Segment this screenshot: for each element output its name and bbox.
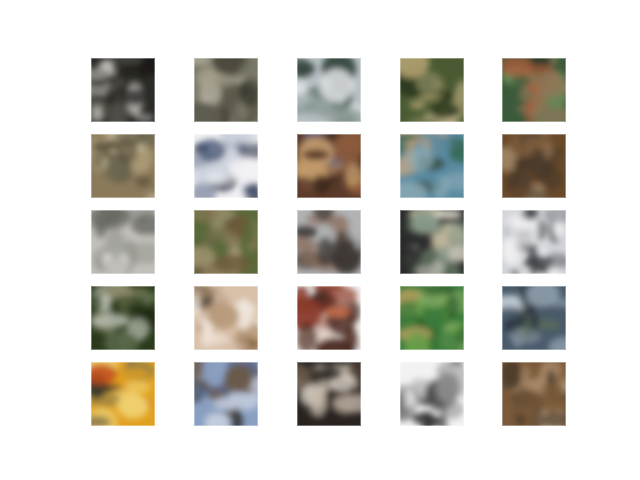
tile-r2-c1-image (91, 134, 155, 198)
tile-r1-c4-image (400, 58, 464, 122)
tile-r3-c2-image (194, 210, 258, 274)
tile-r3-c2 (194, 210, 258, 274)
tile-r2-c1 (91, 134, 155, 198)
tile-r2-c5-image (502, 134, 566, 198)
tile-r4-c2-image (194, 286, 258, 350)
tile-r4-c4-image (400, 286, 464, 350)
tile-r5-c5 (502, 362, 566, 426)
tile-r1-c2-image (194, 58, 258, 122)
tile-r5-c2-image (194, 362, 258, 426)
tile-r3-c4-image (400, 210, 464, 274)
tile-r1-c1 (91, 58, 155, 122)
tile-r3-c4 (400, 210, 464, 274)
tile-r3-c1 (91, 210, 155, 274)
tile-r4-c3-image (297, 286, 361, 350)
tile-r4-c1 (91, 286, 155, 350)
tile-r4-c3 (297, 286, 361, 350)
tile-r3-c5 (502, 210, 566, 274)
tile-r1-c5 (502, 58, 566, 122)
tile-r4-c4 (400, 286, 464, 350)
tile-r2-c2 (194, 134, 258, 198)
tile-r5-c3 (297, 362, 361, 426)
tile-r4-c1-image (91, 286, 155, 350)
tile-r3-c1-image (91, 210, 155, 274)
tile-r5-c4 (400, 362, 464, 426)
tile-r3-c3-image (297, 210, 361, 274)
tile-r3-c3 (297, 210, 361, 274)
tile-r5-c1-image (91, 362, 155, 426)
tile-r2-c3-image (297, 134, 361, 198)
tile-r1-c5-image (502, 58, 566, 122)
tile-r4-c2 (194, 286, 258, 350)
tile-r5-c4-image (400, 362, 464, 426)
tile-r5-c3-image (297, 362, 361, 426)
tile-r4-c5-image (502, 286, 566, 350)
tile-r2-c3 (297, 134, 361, 198)
tile-r5-c2 (194, 362, 258, 426)
tile-r1-c1-image (91, 58, 155, 122)
tile-r2-c5 (502, 134, 566, 198)
tile-r2-c4 (400, 134, 464, 198)
tile-r5-c5-image (502, 362, 566, 426)
tile-r1-c3-image (297, 58, 361, 122)
tile-r5-c1 (91, 362, 155, 426)
tile-r1-c4 (400, 58, 464, 122)
tile-r2-c2-image (194, 134, 258, 198)
tile-r2-c4-image (400, 134, 464, 198)
tile-r1-c2 (194, 58, 258, 122)
tile-r4-c5 (502, 286, 566, 350)
tile-r1-c3 (297, 58, 361, 122)
tile-r3-c5-image (502, 210, 566, 274)
